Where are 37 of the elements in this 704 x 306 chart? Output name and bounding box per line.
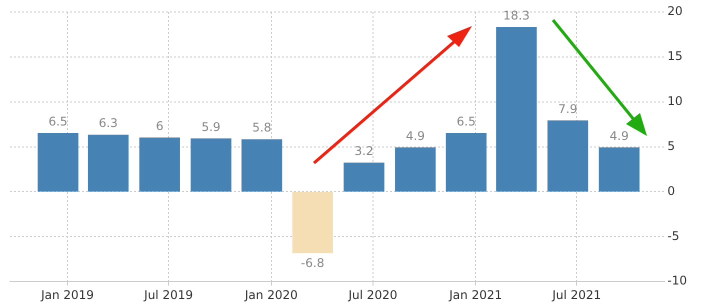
bar	[241, 139, 282, 192]
bar	[496, 26, 537, 192]
y-tick-label: -10	[667, 274, 688, 288]
y-tick-label: 10	[667, 94, 683, 108]
bar	[598, 147, 640, 192]
x-tick-label: Jul 2021	[551, 288, 602, 302]
data-label: 4.9	[610, 128, 629, 143]
bar	[38, 132, 78, 192]
bar	[547, 120, 588, 192]
data-label: 4.9	[406, 128, 425, 143]
data-label: 5.9	[201, 120, 221, 134]
y-tick-label: 5	[667, 138, 676, 153]
y-tick-label: -5	[667, 228, 680, 243]
data-label: 18.3	[503, 8, 530, 22]
data-label: 6.5	[48, 114, 68, 128]
bar	[344, 162, 384, 192]
data-label: 6.3	[98, 116, 118, 130]
y-tick-label: 15	[667, 49, 683, 64]
data-label: 6	[156, 118, 164, 133]
y-tick-label: 20	[667, 4, 683, 18]
data-label: 6.5	[456, 114, 476, 128]
x-tick-label: Jul 2020	[348, 288, 398, 302]
bar	[292, 192, 333, 254]
x-tick-label: Jul 2019	[143, 288, 193, 302]
data-label: 5.8	[252, 120, 272, 135]
bar	[395, 147, 436, 192]
bar	[446, 132, 487, 192]
data-label: 7.9	[558, 102, 578, 116]
bar	[88, 134, 129, 192]
bar	[190, 138, 232, 192]
data-label: -6.8	[300, 256, 324, 270]
data-label: 3.2	[354, 144, 374, 158]
x-tick-label: Jan 2021	[448, 288, 502, 302]
x-tick-label: Jan 2019	[40, 288, 94, 302]
bar	[139, 137, 180, 192]
y-tick-label: 0	[667, 184, 676, 198]
x-tick-label: Jan 2020	[244, 288, 298, 302]
